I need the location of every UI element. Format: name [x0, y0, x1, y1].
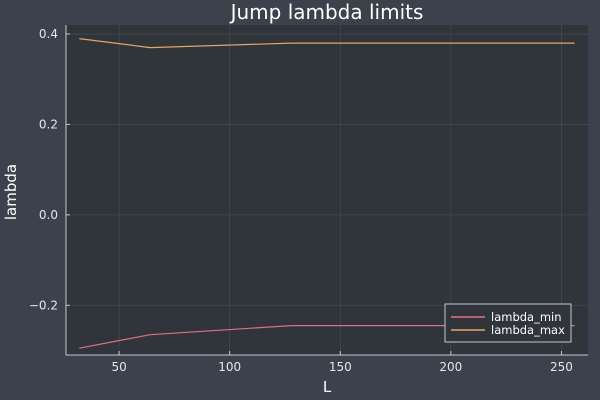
- y-tick-label: 0.2: [39, 117, 58, 131]
- x-tick-label: 100: [218, 360, 241, 374]
- chart-title: Jump lambda limits: [229, 0, 424, 24]
- series-line-lambda-max: [79, 38, 575, 49]
- legend-label: lambda_max: [491, 323, 565, 337]
- legend-label: lambda_min: [491, 310, 562, 324]
- y-tick-label: 0.4: [39, 27, 58, 41]
- y-axis-label: lambda: [2, 164, 20, 220]
- x-axis-label: L: [323, 378, 332, 396]
- legend-box: [444, 303, 572, 343]
- plot-area: [66, 25, 588, 355]
- series-lines: [79, 38, 575, 349]
- axes: [65, 25, 588, 356]
- tick-labels: 50 100 150 200 250 −0.2 0.0 0.2 0.4: [29, 27, 573, 374]
- x-tick-label: 50: [111, 360, 126, 374]
- y-tick-label: 0.0: [39, 208, 58, 222]
- y-tick-label: −0.2: [29, 298, 58, 312]
- x-tick-label: 150: [329, 360, 352, 374]
- grid: [66, 25, 588, 355]
- x-tick-label: 250: [550, 360, 573, 374]
- x-tick-label: 200: [439, 360, 462, 374]
- series-line-lambda-min: [79, 325, 575, 349]
